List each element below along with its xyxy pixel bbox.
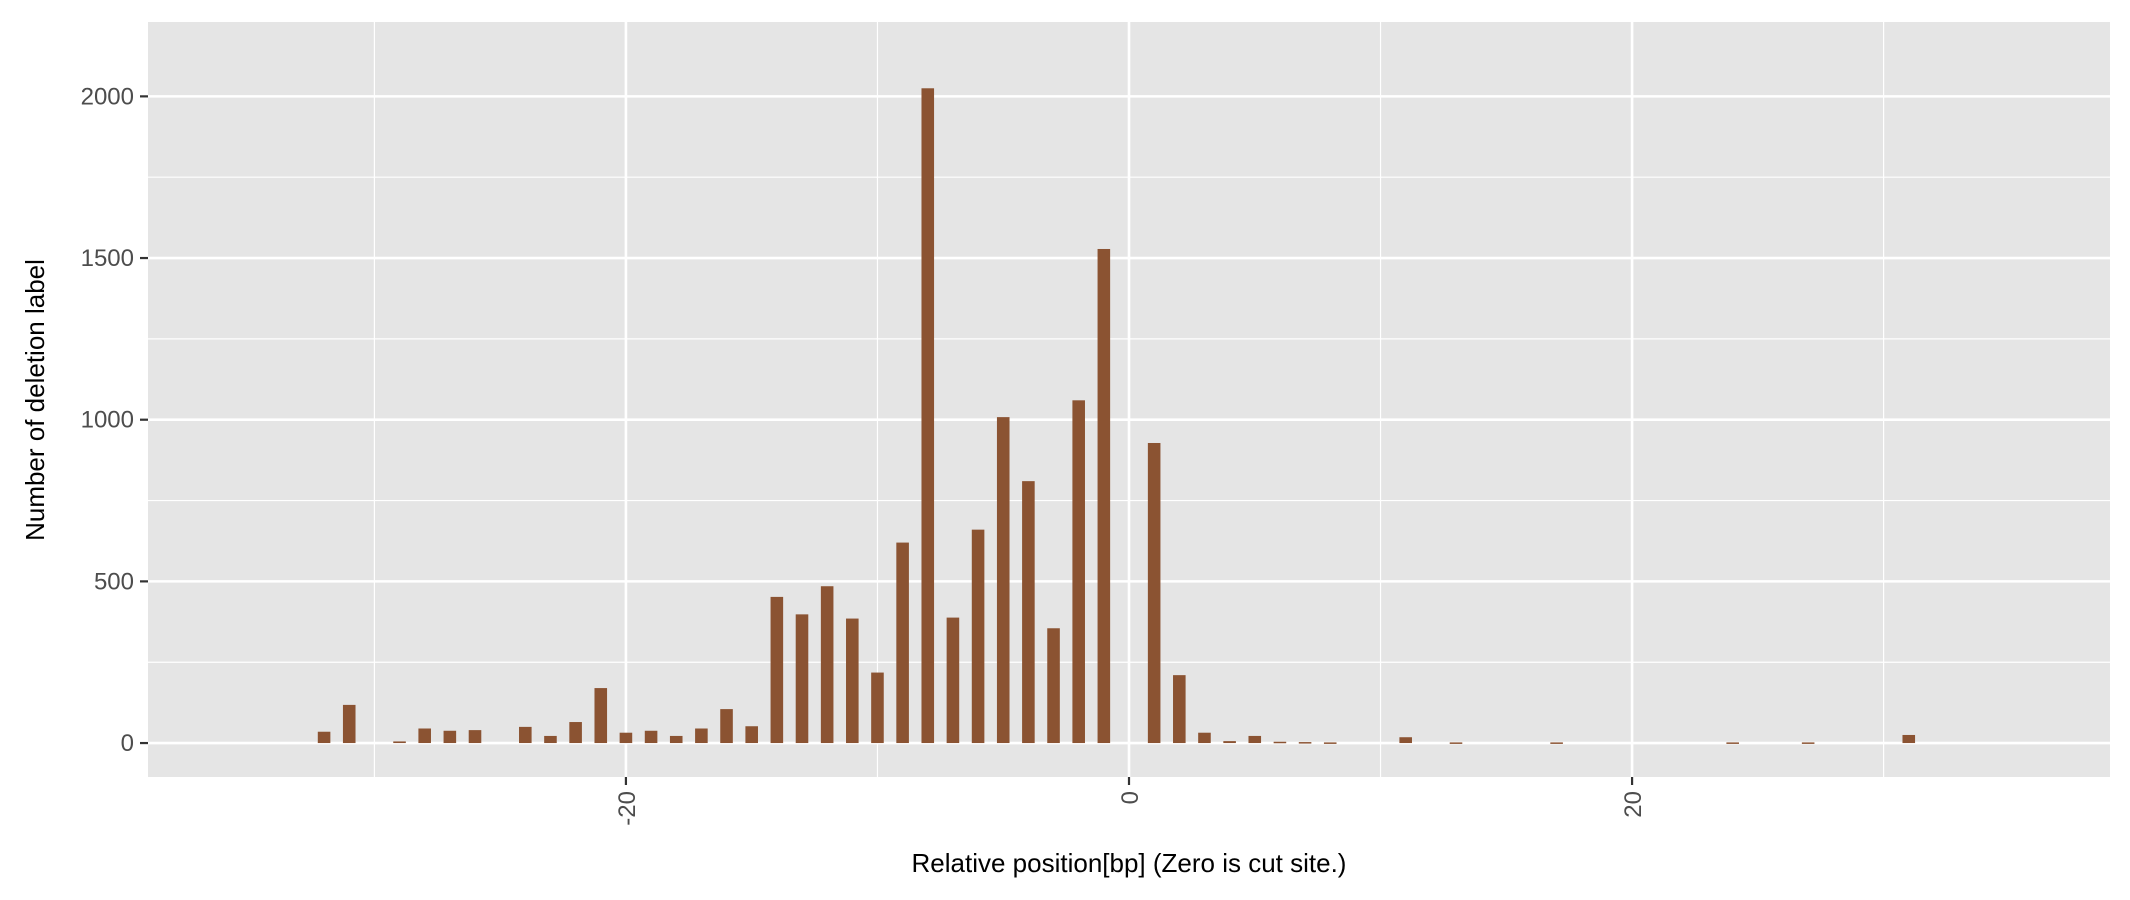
bar bbox=[1298, 742, 1312, 744]
bar bbox=[1550, 742, 1563, 744]
bar bbox=[393, 741, 406, 744]
bar bbox=[1223, 741, 1236, 744]
bar bbox=[1449, 742, 1463, 744]
bar bbox=[1902, 734, 1916, 744]
y-tick-label: 1000 bbox=[81, 407, 134, 434]
x-axis-title: Relative position[bp] (Zero is cut site.… bbox=[912, 848, 1347, 878]
bar bbox=[795, 614, 809, 744]
bar bbox=[695, 728, 708, 744]
x-tick-label: -20 bbox=[614, 791, 641, 826]
bar bbox=[1198, 732, 1211, 744]
y-tick-label: 500 bbox=[94, 568, 134, 595]
bar bbox=[1047, 628, 1060, 744]
bar bbox=[1022, 481, 1035, 744]
bar bbox=[820, 586, 834, 744]
bar bbox=[1097, 248, 1111, 744]
bar bbox=[594, 688, 608, 744]
bar bbox=[443, 730, 457, 744]
bar bbox=[946, 617, 960, 744]
bar bbox=[996, 417, 1010, 744]
x-tick-label: 20 bbox=[1620, 791, 1647, 818]
bar bbox=[619, 732, 633, 744]
bar bbox=[1801, 742, 1815, 744]
bar bbox=[720, 709, 733, 744]
bar bbox=[669, 735, 683, 744]
y-tick-label: 2000 bbox=[81, 83, 134, 110]
bar bbox=[770, 596, 784, 744]
y-axis-title: Number of deletion label bbox=[20, 259, 50, 541]
bar bbox=[971, 529, 985, 744]
bar bbox=[745, 726, 758, 744]
major-gridlines bbox=[148, 22, 2110, 777]
bar bbox=[1072, 400, 1085, 744]
y-axis: 0 500 1000 1500 2000 bbox=[81, 83, 148, 757]
bar bbox=[1399, 737, 1412, 744]
bar bbox=[468, 730, 482, 744]
bar bbox=[1323, 742, 1337, 744]
bar bbox=[644, 730, 658, 744]
y-tick-label: 1500 bbox=[81, 245, 134, 272]
bar bbox=[342, 704, 356, 744]
bar bbox=[418, 728, 431, 744]
bar bbox=[896, 542, 909, 744]
y-tick-label: 0 bbox=[121, 730, 134, 757]
bar bbox=[544, 735, 557, 744]
bar bbox=[1248, 735, 1262, 744]
bar bbox=[1726, 742, 1739, 744]
bars bbox=[317, 88, 1916, 744]
bar bbox=[1147, 442, 1161, 744]
bar bbox=[871, 672, 884, 744]
x-axis: -20 0 20 bbox=[614, 777, 1647, 826]
bar bbox=[569, 722, 582, 744]
bar bbox=[317, 731, 331, 744]
x-tick-label: 0 bbox=[1117, 791, 1144, 804]
bar bbox=[1173, 675, 1186, 744]
bar bbox=[519, 726, 532, 744]
bar bbox=[846, 618, 859, 744]
bar bbox=[1273, 741, 1287, 744]
bar bbox=[921, 88, 935, 744]
